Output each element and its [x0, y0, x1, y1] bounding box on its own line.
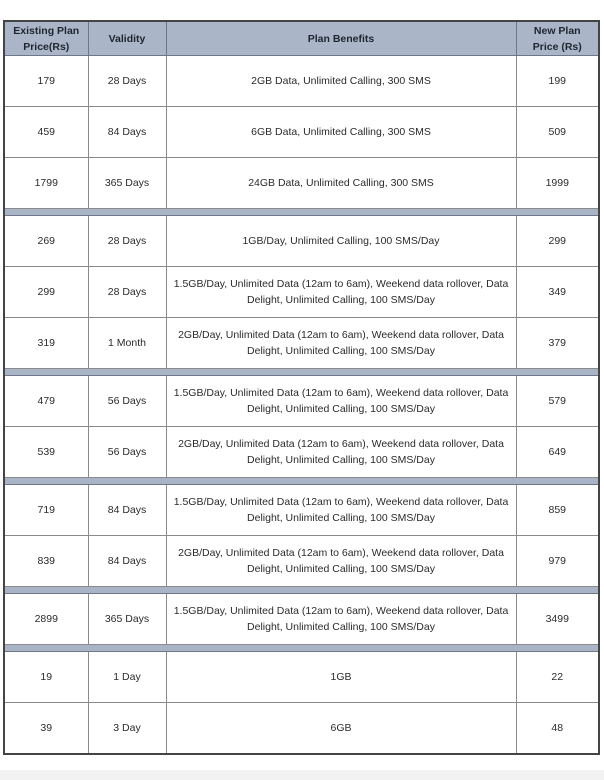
existing-price-cell: 539	[3, 426, 89, 478]
header-existing-price: Existing Plan Price(Rs)	[3, 20, 89, 56]
validity-cell: 28 Days	[87, 55, 167, 107]
new-price-cell: 3499	[515, 593, 600, 645]
new-price-cell: 379	[515, 317, 600, 369]
plan-benefits-cell: 1.5GB/Day, Unlimited Data (12am to 6am),…	[165, 375, 517, 427]
existing-price-cell: 2899	[3, 593, 89, 645]
existing-price-cell: 719	[3, 484, 89, 536]
plan-benefits-cell: 6GB Data, Unlimited Calling, 300 SMS	[165, 106, 517, 158]
table-row: 39 3 Day 6GB 48	[3, 702, 600, 755]
plan-benefits-cell: 1.5GB/Day, Unlimited Data (12am to 6am),…	[165, 484, 517, 536]
header-validity: Validity	[87, 20, 167, 56]
existing-price-cell: 839	[3, 535, 89, 587]
plan-benefits-cell: 2GB/Day, Unlimited Data (12am to 6am), W…	[165, 535, 517, 587]
plan-benefits-cell: 2GB Data, Unlimited Calling, 300 SMS	[165, 55, 517, 107]
new-price-cell: 579	[515, 375, 600, 427]
group-separator	[4, 586, 599, 594]
plan-benefits-cell: 1.5GB/Day, Unlimited Data (12am to 6am),…	[165, 266, 517, 318]
header-plan-benefits: Plan Benefits	[165, 20, 517, 56]
new-price-cell: 509	[515, 106, 600, 158]
validity-cell: 28 Days	[87, 266, 167, 318]
separator-cell	[4, 208, 599, 216]
bottom-strip	[0, 770, 604, 780]
existing-price-cell: 1799	[3, 157, 89, 209]
group-separator	[4, 368, 599, 376]
validity-cell: 3 Day	[87, 702, 167, 755]
group-separator	[4, 644, 599, 652]
table-row: 269 28 Days 1GB/Day, Unlimited Calling, 10…	[3, 215, 600, 267]
table-row: 479 56 Days 1.5GB/Day, Unlimited Data (12a…	[3, 375, 600, 427]
new-price-cell: 979	[515, 535, 600, 587]
validity-cell: 84 Days	[87, 535, 167, 587]
plan-benefits-cell: 6GB	[165, 702, 517, 755]
table-header-row: Existing Plan Price(Rs) Validity Plan Be…	[3, 20, 600, 56]
new-price-cell: 22	[515, 651, 600, 703]
new-price-cell: 859	[515, 484, 600, 536]
table-row: 1799 365 Days 24GB Data, Unlimited Calling…	[3, 157, 600, 209]
validity-cell: 56 Days	[87, 375, 167, 427]
new-price-cell: 299	[515, 215, 600, 267]
group-separator	[4, 477, 599, 485]
table-row: 539 56 Days 2GB/Day, Unlimited Data (12am …	[3, 426, 600, 478]
separator-cell	[4, 586, 599, 594]
table-row: 179 28 Days 2GB Data, Unlimited Calling, 3…	[3, 55, 600, 107]
table-row: 459 84 Days 6GB Data, Unlimited Calling, 3…	[3, 106, 600, 158]
plan-benefits-cell: 24GB Data, Unlimited Calling, 300 SMS	[165, 157, 517, 209]
separator-cell	[4, 477, 599, 485]
existing-price-cell: 459	[3, 106, 89, 158]
plan-benefits-cell: 1.5GB/Day, Unlimited Data (12am to 6am),…	[165, 593, 517, 645]
existing-price-cell: 19	[3, 651, 89, 703]
table-row: 19 1 Day 1GB 22	[3, 651, 600, 703]
existing-price-cell: 39	[3, 702, 89, 755]
plan-benefits-cell: 1GB/Day, Unlimited Calling, 100 SMS/Day	[165, 215, 517, 267]
existing-price-cell: 269	[3, 215, 89, 267]
table-row: 719 84 Days 1.5GB/Day, Unlimited Data (12a…	[3, 484, 600, 536]
new-price-cell: 649	[515, 426, 600, 478]
table-row: 299 28 Days 1.5GB/Day, Unlimited Data (12a…	[3, 266, 600, 318]
validity-cell: 28 Days	[87, 215, 167, 267]
new-price-cell: 199	[515, 55, 600, 107]
existing-price-cell: 319	[3, 317, 89, 369]
plan-price-table: Existing Plan Price(Rs) Validity Plan Be…	[3, 20, 600, 755]
new-price-cell: 48	[515, 702, 600, 755]
validity-cell: 365 Days	[87, 157, 167, 209]
existing-price-cell: 299	[3, 266, 89, 318]
existing-price-cell: 179	[3, 55, 89, 107]
plan-benefits-cell: 2GB/Day, Unlimited Data (12am to 6am), W…	[165, 426, 517, 478]
validity-cell: 1 Day	[87, 651, 167, 703]
validity-cell: 1 Month	[87, 317, 167, 369]
new-price-cell: 1999	[515, 157, 600, 209]
validity-cell: 365 Days	[87, 593, 167, 645]
group-separator	[4, 208, 599, 216]
new-price-cell: 349	[515, 266, 600, 318]
separator-cell	[4, 644, 599, 652]
table-body: 179 28 Days 2GB Data, Unlimited Calling, 3…	[3, 55, 600, 755]
table-row: 2899 365 Days 1.5GB/Day, Unlimited Data (1…	[3, 593, 600, 645]
table-row: 839 84 Days 2GB/Day, Unlimited Data (12am …	[3, 535, 600, 587]
plan-benefits-cell: 1GB	[165, 651, 517, 703]
plan-benefits-cell: 2GB/Day, Unlimited Data (12am to 6am), W…	[165, 317, 517, 369]
validity-cell: 84 Days	[87, 106, 167, 158]
separator-cell	[4, 368, 599, 376]
validity-cell: 84 Days	[87, 484, 167, 536]
header-new-price: New Plan Price (Rs)	[515, 20, 600, 56]
table-row: 319 1 Month 2GB/Day, Unlimited Data (12am …	[3, 317, 600, 369]
existing-price-cell: 479	[3, 375, 89, 427]
validity-cell: 56 Days	[87, 426, 167, 478]
